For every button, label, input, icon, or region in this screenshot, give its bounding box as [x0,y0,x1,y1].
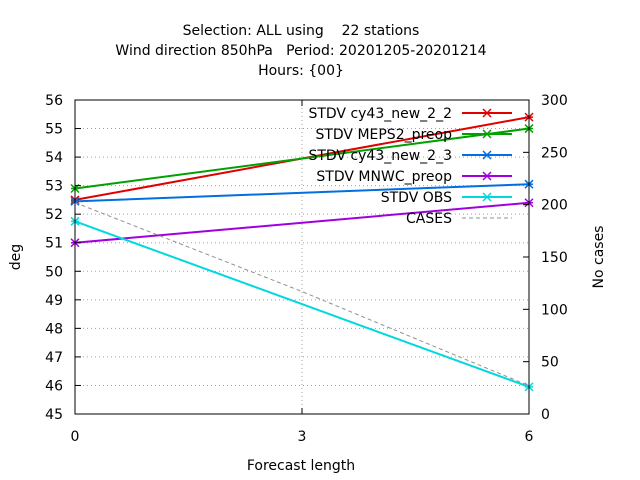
y-tick-label: 56 [45,93,63,109]
series-lines [70,112,534,392]
x-tick-label: 6 [525,429,534,445]
title-line: Hours: {00} [258,63,344,79]
y-axis-label: deg [8,244,24,270]
y2-tick-label: 300 [541,93,568,109]
x-tick-label: 3 [298,429,307,445]
y-tick-label: 53 [45,179,63,195]
legend: STDV cy43_new_2_2 STDV MEPS2_preop STDV cy… [308,106,512,227]
series-line [74,201,530,244]
y2-tick-label: 200 [541,198,568,214]
y2-tick-label: 0 [541,407,550,423]
data-point [482,129,492,139]
x-tick-label: 0 [71,429,80,445]
y-tick-label: 47 [45,350,63,366]
title-line: Selection: ALL using 22 stations [183,23,420,39]
data-point [482,150,492,160]
legend-label: STDV MEPS2_preop [315,127,452,143]
y2-tick-label: 150 [541,250,568,266]
y-tick-label: 49 [45,293,63,309]
legend-label: STDV cy43_new_2_2 [308,106,452,122]
series-line [74,127,530,190]
data-point [482,108,492,118]
legend-label: CASES [406,211,452,227]
x-axis-label: Forecast length [247,458,355,474]
y-tick-label: 55 [45,122,63,138]
y-tick-label: 50 [45,264,63,280]
y-tick-label: 48 [45,321,63,337]
y-tick-label: 54 [45,150,63,166]
legend-label: STDV OBS [381,190,452,206]
y-tick-label: 52 [45,207,63,223]
legend-label: STDV cy43_new_2_3 [308,148,452,164]
grid [75,100,529,414]
y2-tick-label: 250 [541,145,568,161]
axes: 45 46 47 48 49 50 51 52 53 54 55 56 0 50 100 150 200 250 3… [45,93,568,445]
data-point [482,192,492,202]
series-line [74,183,530,203]
y2-tick-label: 100 [541,302,568,318]
y-tick-label: 45 [45,407,63,423]
data-point [482,171,492,181]
series-line [74,220,530,388]
title-line: Wind direction 850hPa Period: 20201205-2… [115,43,486,59]
y-tick-label: 46 [45,378,63,394]
chart-title: Selection: ALL using 22 stations Wind dir… [115,23,486,79]
legend-label: STDV MNWC_preop [316,169,452,185]
y2-tick-label: 50 [541,355,559,371]
series-line [74,202,530,387]
y-tick-label: 51 [45,236,63,252]
y2-axis-label: No cases [591,226,607,289]
